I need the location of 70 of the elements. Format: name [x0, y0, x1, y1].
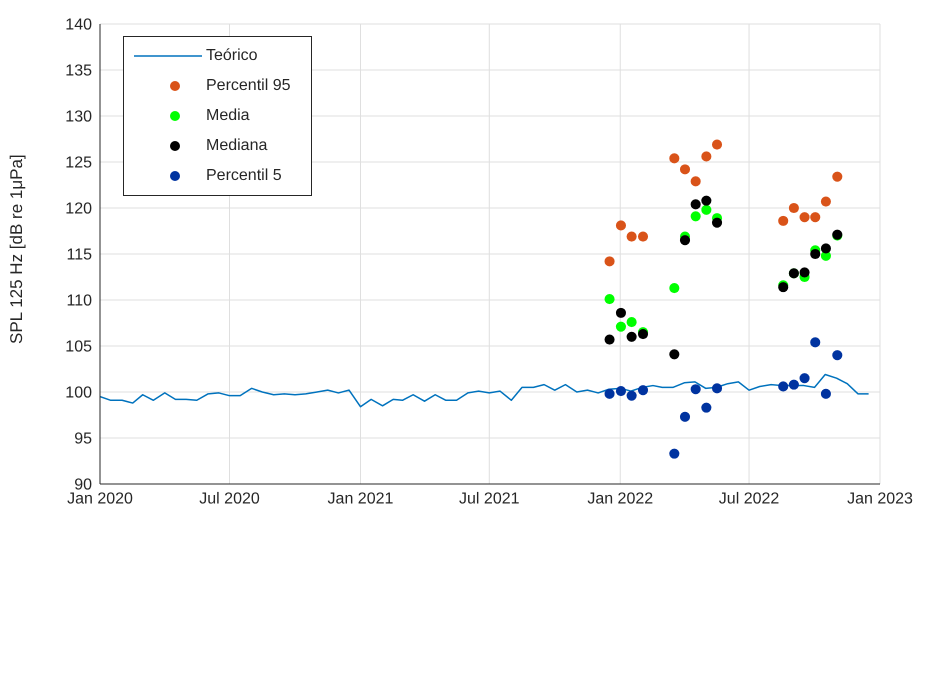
line-series — [100, 374, 870, 408]
y-tick-label: 100 — [65, 384, 92, 402]
point — [680, 412, 690, 422]
point — [626, 317, 637, 328]
point — [712, 139, 722, 150]
legend-label: Teórico — [206, 47, 258, 65]
point — [832, 172, 842, 182]
legend-label: Media — [206, 107, 250, 125]
x-tick-label: Jul 2021 — [459, 490, 520, 508]
point — [820, 388, 831, 399]
x-tick-label: Jul 2020 — [199, 490, 260, 508]
point — [604, 256, 615, 266]
point — [669, 153, 680, 164]
point — [788, 380, 799, 390]
y-tick-label: 120 — [65, 200, 92, 218]
y-tick-label: 140 — [65, 16, 92, 34]
point — [669, 448, 680, 459]
point — [712, 383, 722, 394]
point — [778, 216, 788, 226]
point — [638, 231, 648, 242]
y-tick-label: 110 — [66, 292, 92, 310]
x-tick-label: Jul 2022 — [718, 490, 780, 508]
point — [626, 332, 637, 342]
x-tick-label: Jan 2022 — [587, 490, 654, 508]
point — [800, 212, 810, 222]
point — [690, 199, 701, 210]
point — [604, 388, 615, 399]
legend-label: Mediana — [206, 137, 268, 155]
point — [669, 349, 680, 360]
legend-label: Percentil 95 — [206, 77, 290, 95]
point — [820, 243, 831, 254]
y-tick-label: 105 — [65, 338, 92, 356]
point — [638, 385, 648, 396]
point — [604, 334, 615, 345]
point — [810, 248, 820, 260]
y-tick-label: 95 — [74, 430, 92, 448]
y-axis-title: SPL 125 Hz [dB re 1μPa] — [7, 154, 26, 344]
point — [788, 202, 799, 214]
point — [604, 294, 615, 304]
point — [832, 350, 842, 360]
point — [616, 308, 626, 318]
y-tick-label: 135 — [65, 62, 92, 80]
point — [701, 151, 712, 162]
point — [680, 164, 690, 174]
point — [778, 381, 788, 392]
point — [680, 235, 690, 246]
y-tick-label: 115 — [66, 246, 92, 264]
x-tick-label: Jan 2021 — [328, 490, 394, 508]
point — [800, 373, 810, 384]
point — [690, 211, 701, 222]
point — [810, 212, 820, 222]
x-tick-label: Jan 2023 — [847, 490, 914, 508]
point — [690, 384, 701, 394]
y-tick-label: 125 — [65, 154, 92, 172]
point — [616, 386, 626, 396]
point — [712, 218, 722, 228]
point — [701, 196, 712, 206]
point — [690, 176, 701, 186]
point — [669, 283, 680, 294]
point — [616, 322, 626, 332]
point — [616, 220, 626, 231]
point — [626, 231, 637, 242]
point — [810, 337, 820, 348]
point — [626, 390, 637, 401]
point — [820, 196, 831, 207]
point — [701, 204, 712, 215]
legend-label: Percentil 5 — [206, 167, 282, 185]
y-tick-label: 130 — [65, 108, 92, 126]
point — [800, 267, 810, 278]
point — [701, 402, 712, 413]
